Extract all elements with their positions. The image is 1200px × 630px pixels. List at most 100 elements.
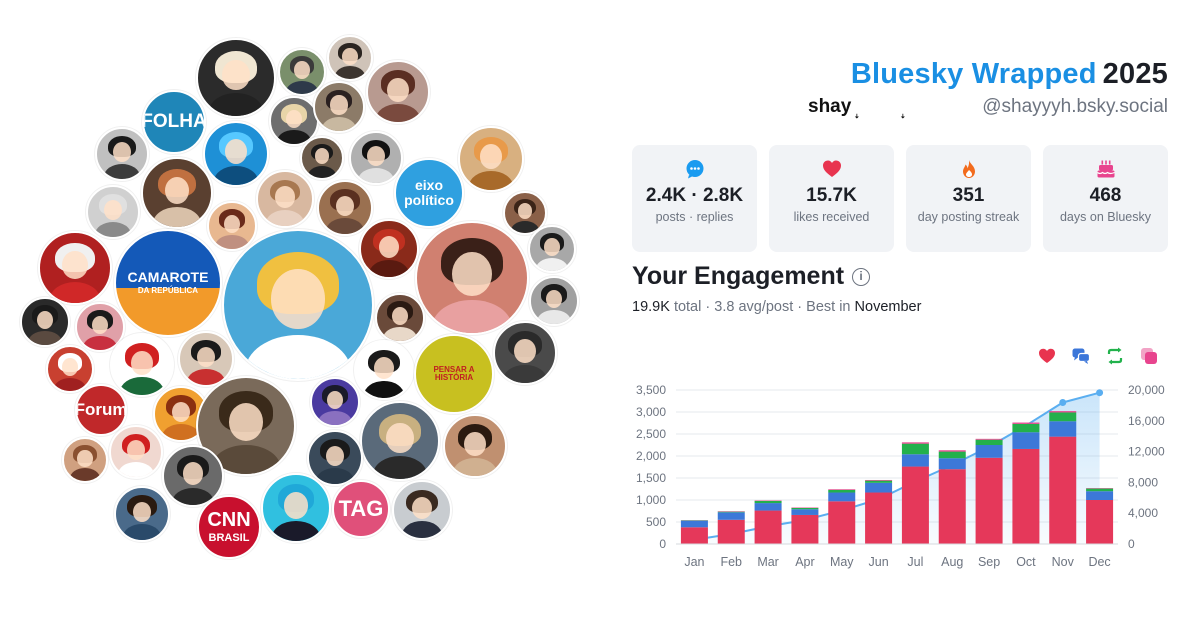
- avatar-shoulders: [28, 331, 62, 345]
- avatar-face: [411, 496, 433, 519]
- avatar[interactable]: [75, 302, 125, 352]
- avatar[interactable]: [86, 185, 140, 239]
- avatar[interactable]: PENSAR A HISTÓRIA: [414, 334, 494, 414]
- avatar-face: [545, 289, 563, 309]
- avatar[interactable]: [46, 345, 94, 393]
- avatar[interactable]: [62, 437, 108, 483]
- avatar[interactable]: [178, 331, 234, 387]
- avatar[interactable]: eixo político: [394, 158, 464, 228]
- avatar[interactable]: [203, 121, 269, 187]
- avatar-shoulders: [54, 377, 86, 391]
- user-handle[interactable]: @shayyyh.bsky.social: [982, 96, 1168, 117]
- y2-tick-label: 0: [1128, 537, 1135, 551]
- title-year: 2025: [1102, 58, 1168, 90]
- avatar-face: [373, 356, 395, 379]
- avatar[interactable]: [269, 96, 319, 146]
- avatar[interactable]: [162, 445, 224, 507]
- avatar-face: [171, 401, 191, 423]
- bar-replies: [754, 503, 782, 511]
- cumulative-point: [1059, 398, 1067, 406]
- avatar-shoulders: [401, 521, 443, 538]
- avatar-face: [330, 95, 348, 115]
- repost-icon[interactable]: [1105, 346, 1125, 366]
- display-name: shay: [808, 96, 852, 117]
- avatar-face: [514, 338, 536, 363]
- title-brand: Bluesky Wrapped: [850, 58, 1097, 90]
- avatar[interactable]: [95, 127, 149, 181]
- bar-quotes: [938, 450, 966, 452]
- avatar[interactable]: [354, 340, 414, 400]
- avatar[interactable]: [415, 221, 529, 335]
- bar-replies: [791, 509, 819, 515]
- avatar[interactable]: [109, 425, 163, 479]
- avatar[interactable]: [392, 480, 452, 540]
- bar-reposts: [717, 511, 745, 513]
- avatar[interactable]: [20, 297, 70, 347]
- stat-label: day posting streak: [917, 210, 1020, 224]
- engagement-best-prefix: Best in: [806, 299, 851, 315]
- avatar[interactable]: [443, 414, 507, 478]
- avatar[interactable]: [493, 321, 557, 385]
- avatar[interactable]: [300, 136, 344, 180]
- avatar[interactable]: CNN BRASIL: [197, 495, 261, 559]
- engagement-average: 3.8 avg/post: [714, 299, 794, 315]
- avatar[interactable]: [256, 170, 314, 228]
- avatar-shoulders: [432, 300, 512, 333]
- avatar[interactable]: [317, 180, 373, 236]
- wrapped-panel: Bluesky Wrapped 2025 shay ꜜ ꜜ @shayyyh.bs…: [632, 0, 1168, 630]
- avatar[interactable]: [360, 401, 440, 481]
- x-tick-label: May: [830, 555, 854, 569]
- avatar-shoulders: [277, 130, 311, 144]
- avatar-shoulders: [244, 334, 352, 379]
- cake-icon: [1096, 160, 1115, 178]
- avatar-shoulders: [334, 66, 366, 79]
- heart-icon[interactable]: [1037, 346, 1057, 366]
- avatar[interactable]: [141, 157, 213, 229]
- avatar[interactable]: TAG: [332, 480, 390, 538]
- avatar[interactable]: [458, 126, 524, 192]
- cumulative-point: [1096, 389, 1104, 397]
- info-icon[interactable]: i: [852, 268, 870, 286]
- avatar[interactable]: [261, 473, 331, 543]
- avatar-shoulders: [272, 521, 320, 541]
- avatar[interactable]: Forum: [75, 384, 127, 436]
- avatar-shoulders: [372, 456, 428, 479]
- avatar[interactable]: [366, 60, 430, 124]
- x-tick-label: Nov: [1052, 555, 1075, 569]
- avatar-face: [378, 235, 400, 258]
- avatar[interactable]: [310, 377, 360, 427]
- bar-replies: [865, 482, 893, 493]
- bar-quotes: [1012, 422, 1040, 424]
- bar-quotes: [901, 442, 929, 444]
- avatar-shoulders: [318, 411, 352, 425]
- avatar[interactable]: [528, 225, 576, 273]
- avatar-face: [275, 186, 295, 208]
- avatar[interactable]: [327, 35, 373, 81]
- reply-icon[interactable]: [1071, 346, 1091, 366]
- avatar[interactable]: [207, 201, 257, 251]
- avatar[interactable]: [359, 219, 419, 279]
- avatar[interactable]: [313, 81, 365, 133]
- avatar[interactable]: FOLHA: [142, 90, 206, 154]
- quote-icon[interactable]: [1139, 346, 1159, 366]
- avatar-face: [113, 142, 131, 162]
- bar-reposts: [865, 480, 893, 483]
- avatar[interactable]: [278, 48, 326, 96]
- avatar[interactable]: [114, 486, 170, 542]
- avatar[interactable]: CAMAROTE DA REPÚBLICA: [114, 229, 222, 337]
- avatar-shoulders: [537, 310, 571, 324]
- avatar[interactable]: [222, 229, 374, 381]
- avatar-label: Forum: [75, 400, 127, 420]
- bar-quotes: [1049, 411, 1077, 413]
- bar-quotes: [975, 438, 1003, 440]
- avatar[interactable]: [196, 38, 276, 118]
- avatar-face: [271, 269, 325, 329]
- avatar[interactable]: [529, 276, 579, 326]
- avatar[interactable]: [307, 430, 363, 486]
- avatar[interactable]: [349, 131, 403, 185]
- avatar[interactable]: [110, 333, 174, 397]
- avatar-shoulders: [321, 116, 357, 131]
- avatar-label: eixo político: [404, 177, 454, 208]
- avatar[interactable]: [38, 231, 112, 305]
- avatar[interactable]: [375, 293, 425, 343]
